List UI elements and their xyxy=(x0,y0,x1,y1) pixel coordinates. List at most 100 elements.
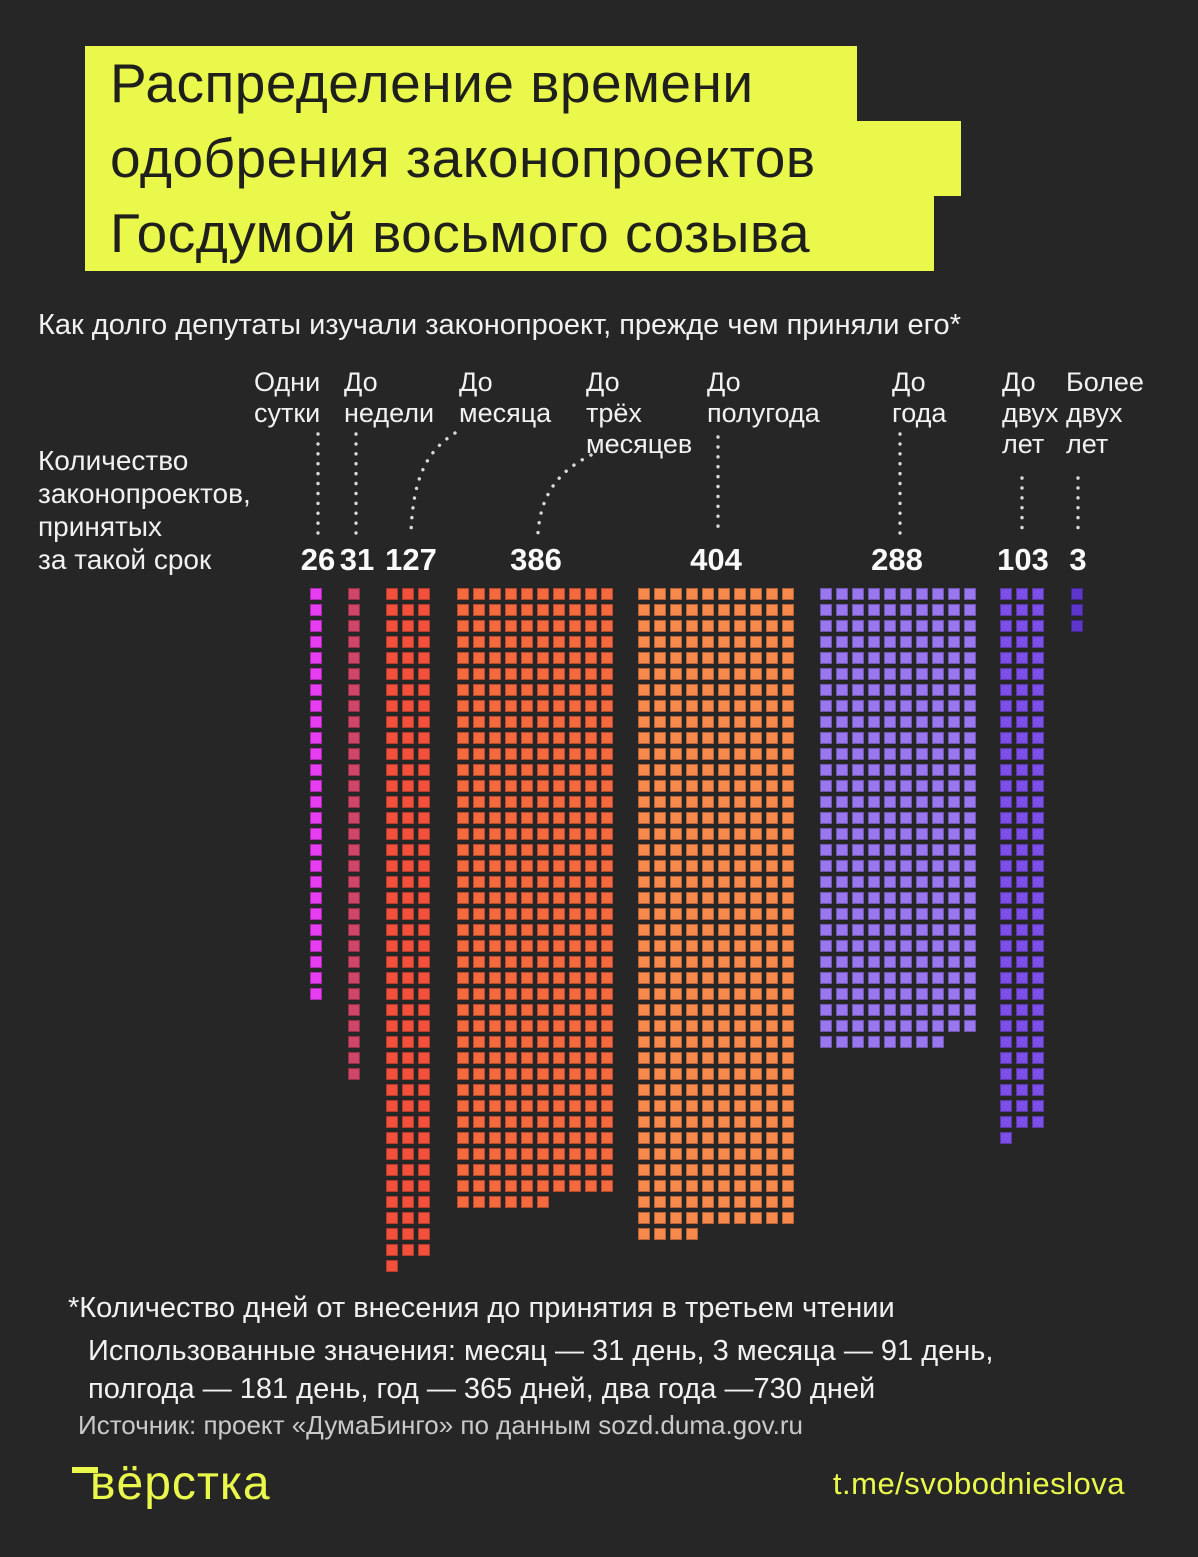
waffle-cell xyxy=(718,972,730,984)
waffle-cell xyxy=(348,716,360,728)
waffle-cell xyxy=(569,780,581,792)
waffle-cell xyxy=(473,684,485,696)
waffle-cell xyxy=(505,908,517,920)
waffle-cell xyxy=(537,748,549,760)
waffle-cell xyxy=(1032,956,1044,968)
waffle-cell xyxy=(402,588,414,600)
waffle-cell xyxy=(782,844,794,856)
waffle-cell xyxy=(473,1116,485,1128)
y-axis-label-line: принятых xyxy=(38,511,162,542)
waffle-cell xyxy=(900,908,912,920)
waffle-cell xyxy=(489,844,501,856)
waffle-cell xyxy=(638,1052,650,1064)
waffle-cell xyxy=(521,668,533,680)
waffle-cell xyxy=(686,1036,698,1048)
waffle-cell xyxy=(932,620,944,632)
waffle-cell xyxy=(836,796,848,808)
waffle-cell xyxy=(553,652,565,664)
waffle-cell xyxy=(473,668,485,680)
waffle-cell xyxy=(310,892,322,904)
waffle-cell xyxy=(868,652,880,664)
waffle-cell xyxy=(585,780,597,792)
waffle-cell xyxy=(521,1148,533,1160)
waffle-cell xyxy=(418,652,430,664)
waffle-cell xyxy=(900,940,912,952)
waffle-cell xyxy=(638,972,650,984)
waffle-cell xyxy=(766,924,778,936)
waffle-cell xyxy=(473,956,485,968)
waffle-cell xyxy=(766,604,778,616)
waffle-cell xyxy=(638,988,650,1000)
waffle-cell xyxy=(718,588,730,600)
waffle-cell xyxy=(734,588,746,600)
waffle-cell xyxy=(686,1132,698,1144)
waffle-cell xyxy=(489,796,501,808)
waffle-cell xyxy=(734,940,746,952)
waffle-cell xyxy=(820,940,832,952)
waffle-cell xyxy=(489,668,501,680)
waffle-cell xyxy=(418,1196,430,1208)
y-axis-label: Количество законопроектов, принятых за т… xyxy=(38,444,251,576)
waffle-cell xyxy=(734,1196,746,1208)
waffle-cell xyxy=(473,764,485,776)
waffle-cell xyxy=(1032,1052,1044,1064)
col-label-line: До xyxy=(344,367,378,397)
waffle-cell xyxy=(585,1020,597,1032)
waffle-cell xyxy=(505,1132,517,1144)
waffle-cell xyxy=(569,1164,581,1176)
waffle-cell xyxy=(638,924,650,936)
waffle-cell xyxy=(718,1180,730,1192)
waffle-cell xyxy=(386,668,398,680)
waffle-cell xyxy=(473,748,485,760)
waffle-cell xyxy=(766,1148,778,1160)
waffle-cell xyxy=(766,1068,778,1080)
waffle-cell xyxy=(521,1052,533,1064)
waffle-cell xyxy=(916,732,928,744)
waffle-cell xyxy=(868,748,880,760)
waffle-cell xyxy=(348,620,360,632)
waffle-cell xyxy=(473,1020,485,1032)
waffle-cell xyxy=(1000,780,1012,792)
waffle-cell xyxy=(820,972,832,984)
waffle-cell xyxy=(505,1148,517,1160)
waffle-cell xyxy=(585,764,597,776)
waffle-cell xyxy=(654,1212,666,1224)
waffle-cell xyxy=(670,1132,682,1144)
waffle-cell xyxy=(702,620,714,632)
waffle-cell xyxy=(916,700,928,712)
waffle-cell xyxy=(782,1100,794,1112)
waffle-cell xyxy=(1000,636,1012,648)
waffle-cell xyxy=(884,652,896,664)
waffle-cell xyxy=(348,636,360,648)
waffle-cell xyxy=(932,604,944,616)
waffle-cell xyxy=(782,1004,794,1016)
waffle-cell xyxy=(750,1068,762,1080)
waffle-cell xyxy=(948,764,960,776)
waffle-cell xyxy=(569,684,581,696)
waffle-cell xyxy=(670,700,682,712)
waffle-cell xyxy=(553,988,565,1000)
waffle-cell xyxy=(310,844,322,856)
col-count-8: 3 xyxy=(1069,542,1087,577)
waffle-cell xyxy=(537,860,549,872)
waffle-cell xyxy=(1016,796,1028,808)
waffle-cell xyxy=(457,972,469,984)
waffle-group-1 xyxy=(310,588,322,1000)
waffle-cell xyxy=(521,652,533,664)
waffle-cell xyxy=(489,588,501,600)
waffle-cell xyxy=(868,780,880,792)
waffle-cell xyxy=(702,796,714,808)
waffle-cell xyxy=(900,636,912,648)
waffle-cell xyxy=(1016,1084,1028,1096)
waffle-cell xyxy=(766,588,778,600)
waffle-cell xyxy=(473,716,485,728)
waffle-cell xyxy=(718,828,730,840)
waffle-cell xyxy=(702,1116,714,1128)
waffle-cell xyxy=(884,988,896,1000)
waffle-cell xyxy=(932,1036,944,1048)
waffle-cell xyxy=(473,732,485,744)
waffle-cell xyxy=(348,748,360,760)
waffle-cell xyxy=(948,588,960,600)
waffle-cell xyxy=(473,908,485,920)
waffle-cell xyxy=(670,892,682,904)
